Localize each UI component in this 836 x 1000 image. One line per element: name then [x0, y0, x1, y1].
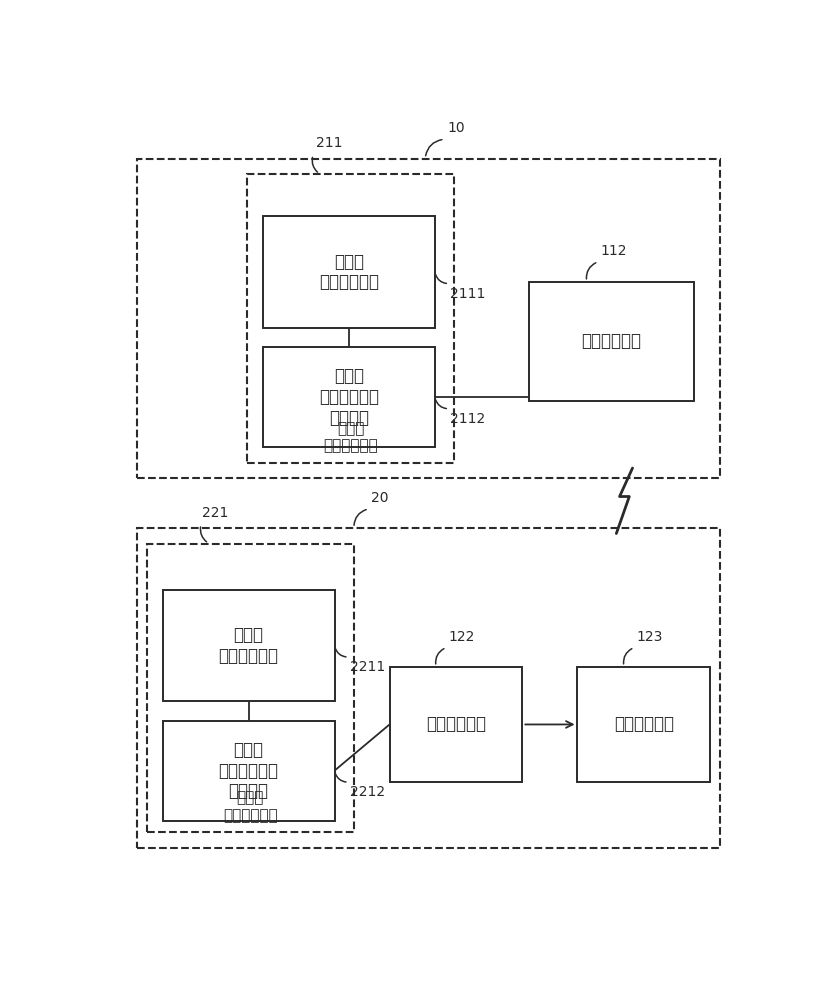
Bar	[390, 667, 522, 782]
Text: 船体端
北斗定位模块: 船体端 北斗定位模块	[223, 791, 278, 823]
Text: 2212: 2212	[350, 785, 385, 799]
Text: 船体端
北斗定位信号
读取单元: 船体端 北斗定位信号 读取单元	[219, 741, 278, 800]
Text: 20: 20	[371, 491, 388, 505]
Text: 221: 221	[202, 506, 229, 520]
Text: 123: 123	[636, 630, 663, 644]
Bar	[137, 158, 720, 478]
Text: 船体端
北斗天线单元: 船体端 北斗天线单元	[219, 626, 278, 665]
Bar	[137, 528, 720, 848]
Text: 数据分析模块: 数据分析模块	[426, 715, 486, 733]
Text: 211: 211	[316, 136, 343, 150]
Text: 船体通信模块: 船体通信模块	[614, 715, 674, 733]
Text: 112: 112	[600, 244, 627, 258]
Text: 仪器通信模块: 仪器通信模块	[582, 332, 641, 350]
Text: 2111: 2111	[451, 287, 486, 301]
Bar	[163, 721, 334, 821]
Text: 仪器端
北斗定位模块: 仪器端 北斗定位模块	[324, 421, 378, 453]
Text: 2112: 2112	[451, 412, 486, 426]
Bar	[146, 544, 354, 832]
Bar	[529, 282, 694, 401]
Text: 仪器端
北斗定位信号
读取单元: 仪器端 北斗定位信号 读取单元	[319, 367, 379, 427]
Bar	[263, 216, 435, 328]
Bar	[578, 667, 711, 782]
Bar	[263, 347, 435, 447]
Bar	[247, 174, 455, 463]
Text: 仪器端
北斗天线单元: 仪器端 北斗天线单元	[319, 253, 379, 291]
Text: 2211: 2211	[350, 660, 385, 674]
Text: 10: 10	[448, 121, 466, 135]
Text: 122: 122	[448, 630, 475, 644]
Bar	[163, 590, 334, 701]
